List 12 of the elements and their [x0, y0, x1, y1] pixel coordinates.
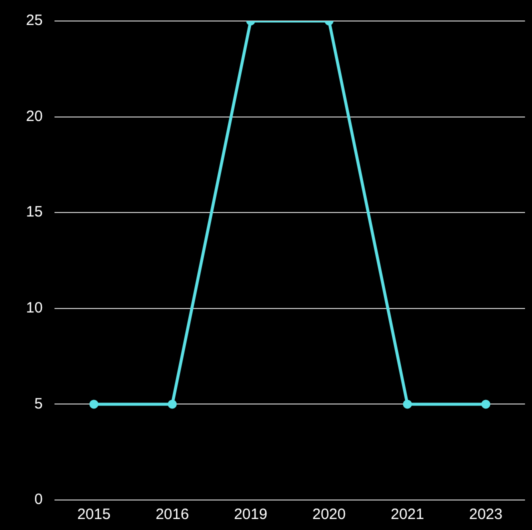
x-tick-label: 2020	[312, 506, 346, 524]
x-tick-label: 2021	[390, 506, 424, 524]
x-tick-label: 2019	[234, 506, 268, 524]
y-tick-label: 25	[26, 12, 43, 30]
y-tick-label: 0	[34, 491, 43, 508]
y-tick-label: 20	[26, 108, 43, 125]
x-tick-label: 2023	[469, 506, 502, 524]
y-tick-label: 5	[34, 395, 43, 412]
x-tick-label: 2016	[156, 506, 189, 524]
y-tick-label: 10	[26, 300, 43, 317]
y-tick-label: 15	[26, 204, 43, 221]
x-tick-label: 2015	[77, 506, 111, 524]
